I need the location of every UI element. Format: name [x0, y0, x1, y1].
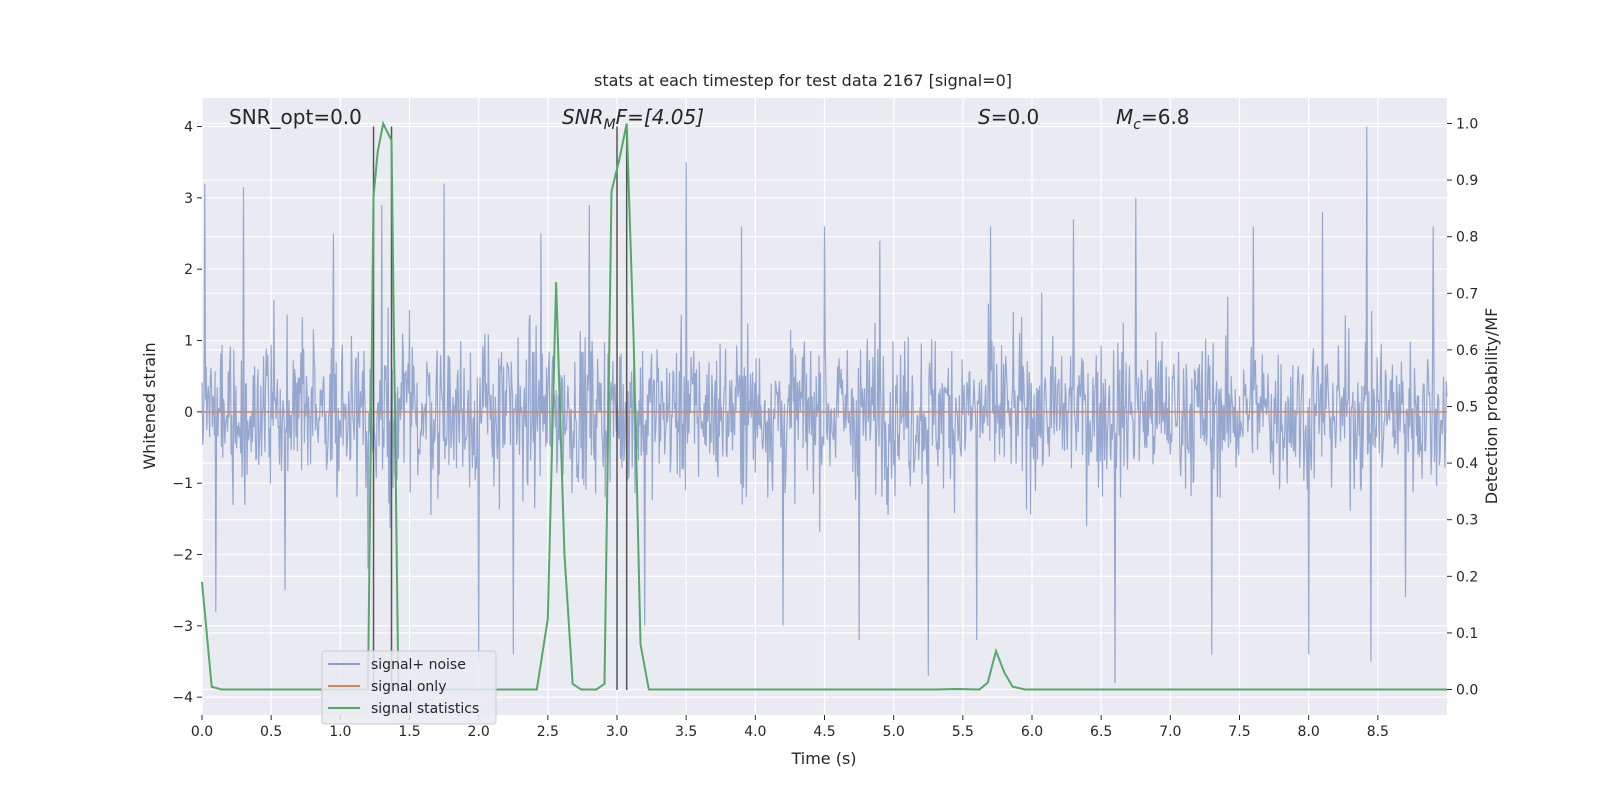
x-axis: 0.0 0.5 1.0 1.5 2.0 2.5 3.0 3.5 4.0 4.5 5.0 5.5 6.0 6… [191, 715, 1389, 740]
annotation-snr-mf-main: SNR [562, 105, 604, 129]
legend-box [321, 650, 497, 725]
y-axis-label: Whitened strain [140, 342, 159, 469]
x-axis-label: Time (s) [790, 749, 856, 768]
x-tick-label: 2.5 [537, 724, 559, 740]
x-tick-label: 0.0 [191, 724, 213, 740]
x-tick-label: 8.5 [1367, 724, 1389, 740]
x-tick-label: 7.5 [1228, 724, 1250, 740]
y-right-tick-label: 1.0 [1456, 116, 1478, 132]
x-tick-label: 1.5 [398, 724, 420, 740]
y-tick-label: 3 [184, 191, 193, 207]
annotation-mc-sub: c [1133, 117, 1141, 133]
series-line-signal-plus-noise [201, 126, 1448, 683]
annotation-snr-mf-sub: M [604, 117, 616, 133]
y-right-tick-label: 0.8 [1456, 230, 1478, 246]
annotation-mc-rest: =6.8 [1141, 105, 1190, 129]
y-tick-label: −3 [172, 619, 193, 635]
legend-label-stats: signal statistics [371, 701, 479, 717]
y-right-tick-label: 0.4 [1456, 456, 1478, 472]
annotation-mc-main: M [1116, 105, 1133, 129]
y-tick-label: −2 [172, 548, 193, 564]
x-tick-label: 6.0 [1021, 724, 1043, 740]
y-tick-label: 4 [184, 120, 193, 136]
annotation-snr-opt: SNR_opt=0.0 [229, 105, 362, 129]
x-tick-label: 5.5 [952, 724, 974, 740]
y-right-tick-label: 0.1 [1456, 626, 1478, 642]
x-tick-label: 1.0 [329, 724, 351, 740]
x-tick-label: 0.5 [260, 724, 282, 740]
series-signal-plus-noise [201, 126, 1448, 683]
y-tick-label: −1 [172, 476, 193, 492]
series-line-signal-statistics [201, 120, 1447, 691]
y-tick-label: −4 [172, 690, 193, 706]
y-axis-right-label: Detection probability/MF [1482, 308, 1501, 505]
annotation-snr-mf: SNRMF=[4.05] [562, 105, 704, 133]
x-tick-label: 7.0 [1159, 724, 1181, 740]
y-right-tick-label: 0.0 [1456, 683, 1478, 699]
annotation-s: S=0.0 [978, 105, 1039, 129]
y-tick-label: 0 [184, 405, 193, 421]
y-right-tick-label: 0.5 [1456, 400, 1478, 416]
x-tick-label: 3.0 [606, 724, 628, 740]
y-axis-left: −4 −3 −2 −1 0 1 2 3 4 [172, 120, 202, 706]
x-tick-label: 3.5 [675, 724, 697, 740]
chart-title: stats at each timestep for test data 216… [594, 71, 1012, 90]
x-tick-label: 4.5 [813, 724, 835, 740]
series-signal-statistics [201, 120, 1447, 691]
x-tick-label: 8.0 [1298, 724, 1320, 740]
y-right-tick-label: 0.7 [1456, 286, 1478, 302]
legend: signal+ noise signal only signal statist… [321, 650, 497, 725]
x-tick-label: 2.0 [468, 724, 490, 740]
legend-label-signal: signal only [371, 679, 446, 695]
x-tick-label: 4.0 [744, 724, 766, 740]
annotation-s-main: S [978, 105, 991, 129]
annotation-mc: Mc=6.8 [1116, 105, 1190, 133]
y-tick-label: 1 [184, 334, 193, 350]
x-tick-label: 6.5 [1090, 724, 1112, 740]
y-tick-label: 2 [184, 262, 193, 278]
legend-label-noise: signal+ noise [371, 657, 466, 673]
y-right-tick-label: 0.9 [1456, 173, 1478, 189]
y-right-tick-label: 0.6 [1456, 343, 1478, 359]
annotation-snr-mf-rest: F=[4.05] [616, 105, 704, 129]
annotation-s-rest: =0.0 [991, 105, 1040, 129]
x-tick-label: 5.0 [883, 724, 905, 740]
y-right-tick-label: 0.2 [1456, 569, 1478, 585]
y-right-tick-label: 0.3 [1456, 513, 1478, 529]
y-axis-right: 0.0 0.1 0.2 0.3 0.4 0.5 0.6 0.7 0.8 0.9 1.0 [1447, 116, 1478, 699]
